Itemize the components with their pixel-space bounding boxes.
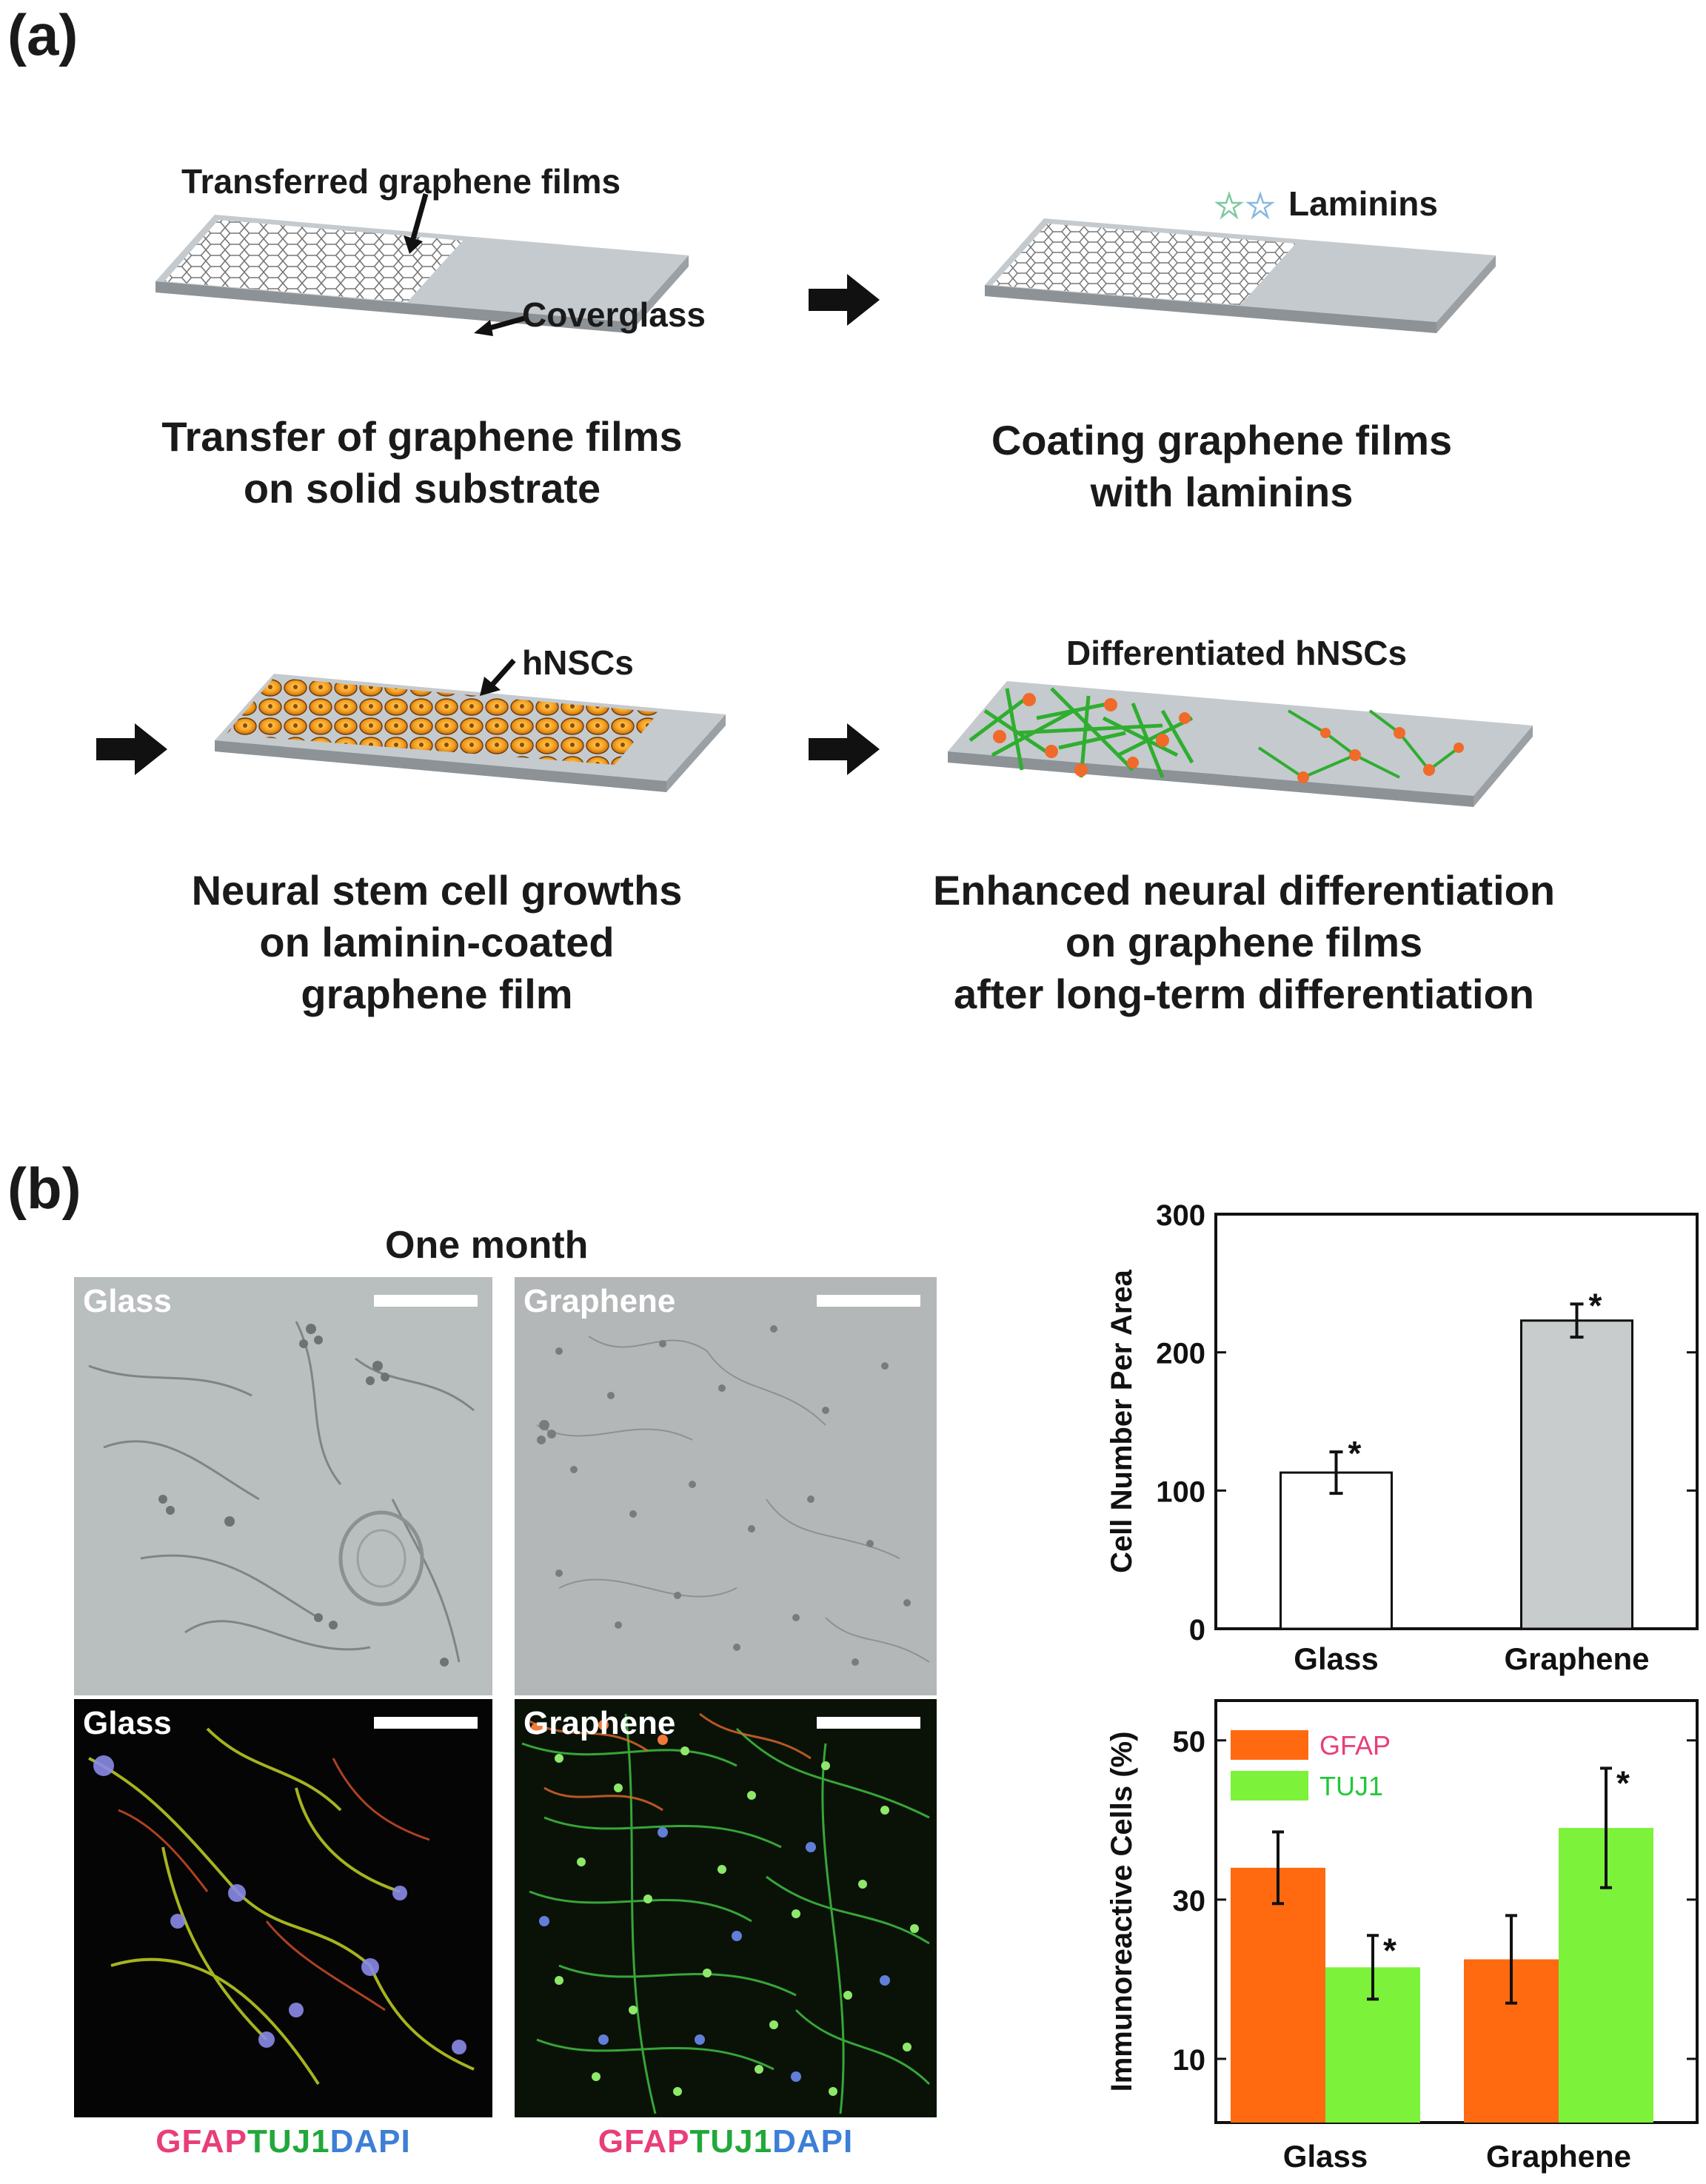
step2-illustration (985, 218, 1496, 333)
y-tick-label: 30 (1173, 1885, 1206, 1917)
micrograph-label: Graphene (523, 1283, 676, 1319)
step2-caption: Coating graphene films with laminins (991, 417, 1453, 515)
differentiated-cells-sparse (1257, 709, 1460, 779)
panel-a-label: (a) (7, 2, 78, 67)
legend-swatch (1231, 1771, 1308, 1801)
arrow-pointer-icon (404, 193, 429, 254)
chart-immunoreactive-cells: 10 30 50 Immunoreactive Cells (%) * Glass * Gra… (1105, 1699, 1699, 2174)
x-tick-label: Glass (1294, 1641, 1378, 1676)
callout-differentiated-hnscs: Differentiated hNSCs (1066, 634, 1408, 672)
step1-caption: Transfer of graphene films on solid subs… (161, 413, 683, 512)
callout-transferred-graphene: Transferred graphene films (181, 162, 621, 201)
stain-dapi: DAPI (772, 2123, 854, 2160)
differentiated-cell-bodies (993, 693, 1191, 777)
y-tick-label: 100 (1156, 1475, 1205, 1508)
callout-coverglass: Coverglass (522, 295, 706, 334)
micrograph-glass-fluorescence: Glass (74, 1699, 492, 2117)
arrow-pointer-icon (474, 315, 525, 336)
micrograph-glass-brightfield: Glass (74, 1277, 492, 1695)
panel-b-title: One month (385, 1224, 589, 1267)
chart-cell-number: 0 100 200 300 Cell Number Per Area * Glass * Gra… (1105, 1199, 1699, 1676)
y-tick-label: 300 (1156, 1199, 1205, 1232)
scale-bar (817, 1295, 920, 1307)
callout-laminins: Laminins (1288, 184, 1438, 223)
stem-cells-layer (226, 677, 659, 765)
x-tick-label: Graphene (1504, 1641, 1649, 1676)
stain-tuj1: TUJ1 (689, 2123, 773, 2160)
y-tick-label: 50 (1173, 1726, 1206, 1758)
x-tick-label: Graphene (1486, 2139, 1631, 2174)
stain-gfap: GFAP (155, 2123, 248, 2160)
y-tick-label: 10 (1173, 2044, 1206, 2077)
bar (1280, 1471, 1393, 1630)
micrograph-graphene-fluorescence: Graphene (515, 1699, 937, 2117)
y-axis-label: Immunoreactive Cells (%) (1105, 1732, 1138, 2092)
plot-frame (1214, 1699, 1699, 2124)
micrograph-graphene-brightfield: Graphene (515, 1277, 937, 1695)
scale-bar (374, 1295, 478, 1307)
micrograph-label: Glass (83, 1283, 172, 1319)
y-tick-label: 0 (1189, 1614, 1205, 1647)
micrograph-label: Graphene (523, 1705, 676, 1741)
legend-swatch (1231, 1730, 1308, 1760)
step4-illustration (948, 681, 1533, 807)
y-axis-label: Cell Number Per Area (1105, 1269, 1138, 1573)
legend-label: GFAP (1319, 1730, 1391, 1761)
bar (1231, 1867, 1325, 2123)
x-tick-label: Glass (1283, 2139, 1368, 2174)
significance-mark: * (1348, 1434, 1362, 1473)
significance-mark: * (1383, 1931, 1396, 1969)
step3-illustration (215, 674, 726, 792)
stain-dapi: DAPI (330, 2123, 411, 2160)
differentiated-cells-dense (969, 687, 1194, 778)
significance-mark: * (1616, 1763, 1630, 1802)
significance-mark: * (1589, 1286, 1602, 1324)
bar (1520, 1319, 1633, 1630)
scale-bar (374, 1717, 478, 1729)
step3-caption: Neural stem cell growths on laminin-coat… (191, 867, 683, 1017)
stain-gfap: GFAP (598, 2123, 690, 2160)
stain-legend-glass: GFAPTUJ1DAPI (74, 2123, 492, 2160)
panel-b-label: (b) (7, 1156, 81, 1221)
plot-frame (1214, 1213, 1699, 1630)
scale-bar (817, 1717, 920, 1729)
stain-tuj1: TUJ1 (247, 2123, 330, 2160)
process-arrow-icon (809, 723, 880, 775)
stain-legend-graphene: GFAPTUJ1DAPI (515, 2123, 937, 2160)
step1-illustration (155, 215, 689, 333)
micrograph-label: Glass (83, 1705, 172, 1741)
y-tick-label: 200 (1156, 1338, 1205, 1370)
process-arrow-icon (96, 723, 167, 775)
step4-caption: Enhanced neural differentiation on graph… (932, 867, 1556, 1017)
process-arrow-icon (809, 274, 880, 326)
callout-hnscs: hNSCs (522, 643, 634, 682)
arrow-pointer-icon (480, 658, 516, 696)
laminin-icon (1214, 191, 1275, 220)
legend-label: TUJ1 (1319, 1771, 1383, 1801)
